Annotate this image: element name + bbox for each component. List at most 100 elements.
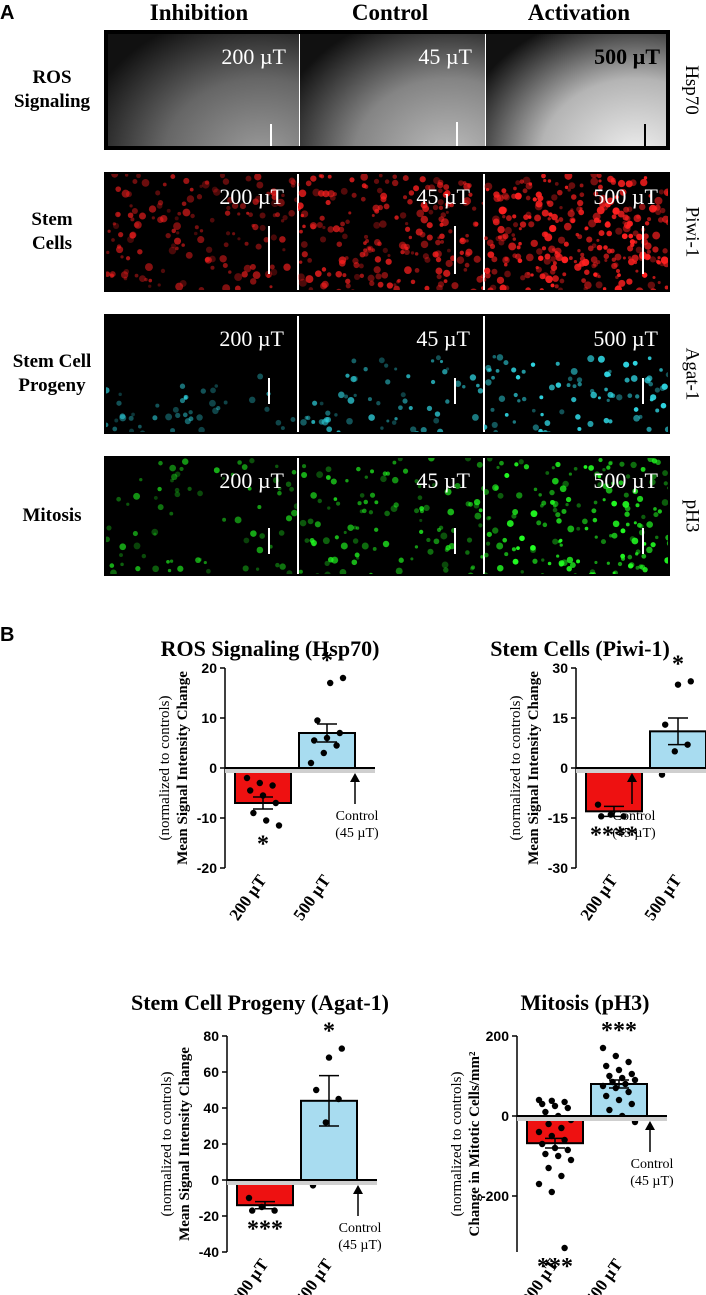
data-point xyxy=(545,1164,552,1172)
data-point xyxy=(561,1136,568,1144)
micrograph-field: 45 µT xyxy=(298,174,484,290)
data-point xyxy=(687,678,694,685)
data-point xyxy=(245,1194,253,1202)
field-label: 500 µT xyxy=(594,44,660,69)
y-tick-label: 0 xyxy=(560,760,568,776)
micrograph-field: 500 µT xyxy=(484,458,668,574)
data-point xyxy=(313,1086,320,1094)
data-point xyxy=(662,721,669,728)
data-point xyxy=(271,1207,278,1214)
data-point xyxy=(311,737,318,744)
scale-bar xyxy=(644,124,646,146)
data-point xyxy=(606,1106,613,1114)
y-tick-label: -200 xyxy=(481,1188,509,1204)
row-label-hsp70: ROS Signaling xyxy=(0,66,104,114)
data-point xyxy=(548,1188,555,1196)
micrograph-field: 45 µT xyxy=(298,458,484,574)
data-point xyxy=(619,1074,626,1082)
data-point xyxy=(247,787,254,794)
micrograph-field: 500 µT xyxy=(486,34,666,146)
significance-marker: *** xyxy=(601,1018,637,1044)
row-label-ph3: Mitosis xyxy=(0,504,104,528)
data-point xyxy=(609,1078,616,1086)
y-tick-label: 10 xyxy=(201,710,217,726)
data-point xyxy=(535,1180,543,1188)
data-point xyxy=(263,817,270,824)
scale-bar xyxy=(268,226,270,274)
micrograph-strip-hsp70: 200 µT 45 µT 500 µT xyxy=(104,30,670,150)
scale-bar xyxy=(268,378,270,404)
data-point xyxy=(535,1128,543,1136)
data-point xyxy=(339,674,347,682)
data-point xyxy=(567,1156,575,1164)
data-point xyxy=(322,1119,329,1126)
y-tick-label: 40 xyxy=(203,1100,219,1116)
data-point xyxy=(631,1076,639,1084)
row-label-piwi-1: Stem Cells xyxy=(0,208,104,256)
significance-marker: **** xyxy=(590,822,638,848)
y-tick-label: 0 xyxy=(211,1172,219,1188)
data-point xyxy=(335,1095,342,1103)
bar xyxy=(585,767,643,813)
scale-bar xyxy=(268,528,270,554)
data-point xyxy=(542,1108,549,1116)
data-point xyxy=(555,1152,562,1160)
data-point xyxy=(625,1088,632,1096)
micrograph-field: 200 µT xyxy=(108,34,300,146)
scale-bar xyxy=(642,528,644,554)
scale-bar xyxy=(642,226,644,274)
field-divider xyxy=(483,458,485,574)
field-divider xyxy=(297,316,299,432)
field-divider xyxy=(297,458,299,574)
scale-bar xyxy=(454,378,456,404)
scale-bar xyxy=(270,124,272,146)
field-divider xyxy=(483,316,485,432)
data-point xyxy=(620,813,627,820)
data-point xyxy=(612,1052,619,1060)
row-label-line: Cells xyxy=(31,233,73,254)
data-point xyxy=(256,779,263,787)
field-label: 500 µT xyxy=(593,468,658,493)
data-point xyxy=(603,1092,610,1100)
row-label-line: ROS xyxy=(32,67,72,88)
data-point xyxy=(551,1144,559,1152)
control-arrow-head xyxy=(350,773,360,782)
data-point xyxy=(674,681,682,688)
y-tick-label: 15 xyxy=(552,710,568,726)
field-divider xyxy=(483,174,485,290)
x-tick-label: 200 µT xyxy=(226,871,271,924)
significance-marker: * xyxy=(672,651,684,677)
significance-marker: *** xyxy=(537,1254,573,1280)
chart-title: Mitosis (pH3) xyxy=(521,990,650,1015)
y-tick-label: -10 xyxy=(197,810,217,826)
data-point xyxy=(539,1140,546,1148)
y-tick-label: 0 xyxy=(501,1108,509,1124)
y-tick-label: -15 xyxy=(548,810,568,826)
data-point xyxy=(275,822,283,829)
field-divider xyxy=(297,174,299,290)
data-point xyxy=(548,1097,555,1105)
control-annotation: (45 µT) xyxy=(335,826,379,841)
x-tick-label: 500 µT xyxy=(292,1255,337,1295)
y-tick-label: 60 xyxy=(203,1064,219,1080)
data-point xyxy=(272,799,279,807)
field-label: 200 µT xyxy=(219,326,284,351)
y-axis-label: (normalized to controls) xyxy=(449,1072,465,1217)
scale-bar xyxy=(642,378,644,404)
data-point xyxy=(684,741,691,748)
chart-3: Stem Cell Progeny (Agat-1) -40 -20 0 20 40 60 8… xyxy=(131,990,389,1295)
significance-marker: *** xyxy=(247,1217,283,1243)
data-point xyxy=(336,729,343,737)
y-tick-label: 20 xyxy=(203,1136,219,1152)
field-label: 200 µT xyxy=(219,468,284,493)
data-point xyxy=(599,1044,607,1052)
data-point xyxy=(548,1132,555,1140)
data-point xyxy=(564,1146,571,1154)
micrograph-field: 500 µT xyxy=(484,174,668,290)
data-point xyxy=(314,717,321,724)
micrograph-field: 200 µT xyxy=(106,316,298,432)
data-point xyxy=(269,782,276,789)
y-tick-label: -20 xyxy=(197,860,217,876)
panel-b-letter: B xyxy=(0,624,15,646)
